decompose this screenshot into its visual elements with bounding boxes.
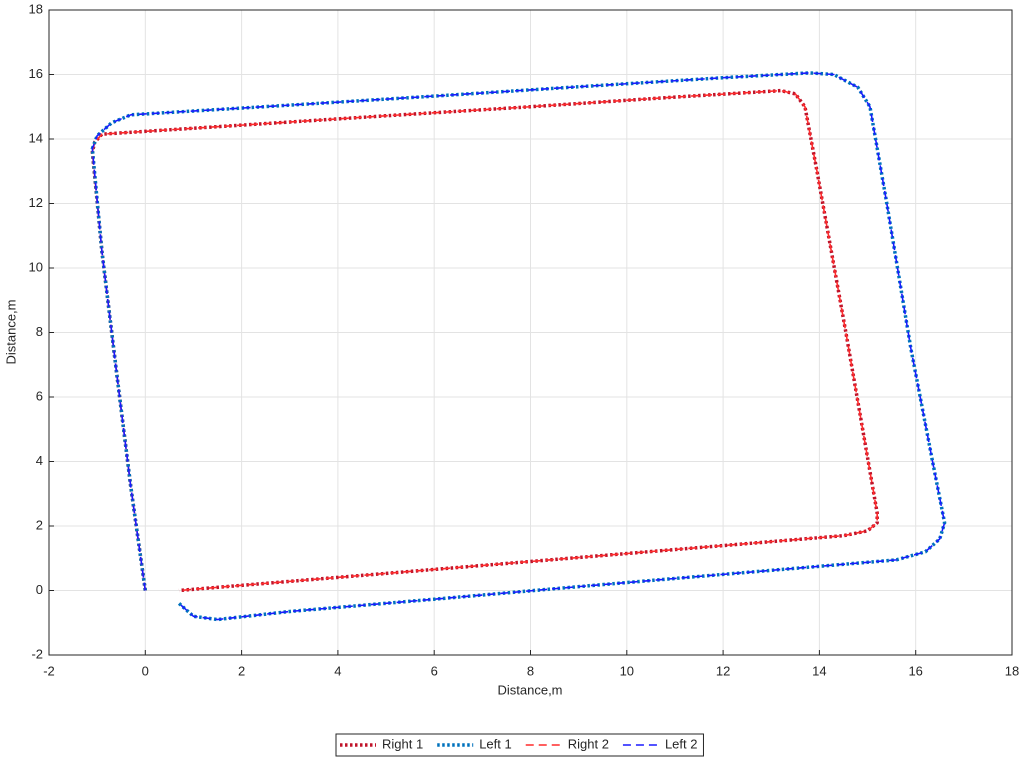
- y-tick-label: 2: [36, 517, 43, 532]
- series-line: [90, 88, 879, 593]
- y-tick-label: 8: [36, 324, 43, 339]
- legend-label: Right 1: [382, 736, 423, 751]
- x-tick-label: 12: [716, 663, 730, 678]
- y-tick-label: 4: [36, 453, 43, 468]
- x-tick-label: -2: [43, 663, 55, 678]
- x-tick-label: 2: [238, 663, 245, 678]
- y-tick-label: 16: [29, 66, 43, 81]
- x-tick-label: 16: [908, 663, 922, 678]
- series-line: [91, 72, 946, 621]
- plot-frame: [48, 9, 1013, 656]
- x-tick-label: 14: [812, 663, 826, 678]
- y-tick-label: 14: [29, 130, 43, 145]
- legend-label: Left 2: [665, 736, 698, 751]
- y-tick-label: 10: [29, 259, 43, 274]
- x-tick-label: 0: [142, 663, 149, 678]
- y-axis-label: Distance,m: [3, 299, 18, 364]
- legend-label: Left 1: [479, 736, 512, 751]
- x-tick-label: 4: [334, 663, 341, 678]
- x-tick-label: 10: [620, 663, 634, 678]
- y-tick-label: 0: [36, 582, 43, 597]
- legend-label: Right 2: [568, 736, 609, 751]
- legend-box: [335, 733, 704, 757]
- x-tick-label: 18: [1005, 663, 1019, 678]
- y-tick-label: 6: [36, 388, 43, 403]
- series-line: [91, 89, 878, 592]
- x-tick-label: 6: [431, 663, 438, 678]
- y-tick-label: -2: [31, 646, 43, 661]
- x-tick-label: 8: [527, 663, 534, 678]
- y-tick-label: 18: [29, 1, 43, 16]
- x-axis-label: Distance,m: [497, 682, 562, 697]
- y-tick-label: 12: [29, 195, 43, 210]
